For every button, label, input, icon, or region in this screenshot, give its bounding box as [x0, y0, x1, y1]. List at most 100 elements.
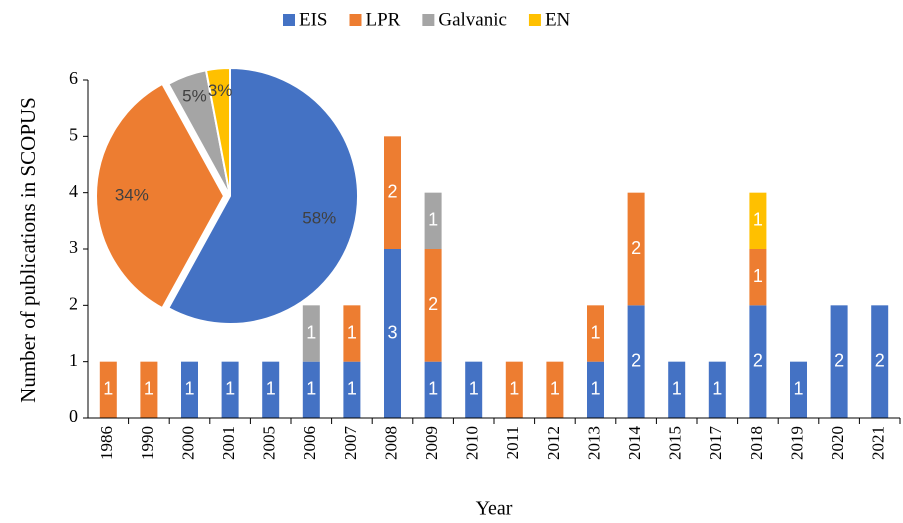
bar-segment — [140, 361, 158, 418]
x-tick-label: 2011 — [503, 426, 522, 459]
data-label: 3 — [387, 322, 397, 342]
y-tick-label: 6 — [69, 68, 78, 88]
bar-segment — [221, 361, 239, 418]
y-tick-label: 3 — [69, 237, 78, 257]
x-tick-label: 2001 — [219, 426, 238, 460]
legend-label: LPR — [366, 9, 401, 30]
x-axis-title: Year — [476, 498, 513, 520]
bar-segment — [424, 361, 442, 418]
bar-segment — [627, 192, 645, 306]
y-tick-label: 0 — [69, 406, 78, 426]
legend-label: EN — [545, 9, 571, 30]
data-label: 1 — [672, 379, 682, 399]
data-label: 2 — [631, 238, 641, 258]
data-label: 1 — [225, 379, 235, 399]
y-tick-label: 5 — [69, 124, 78, 144]
data-label: 1 — [590, 379, 600, 399]
bar-segment — [830, 305, 848, 418]
data-label: 1 — [144, 379, 154, 399]
x-tick-label: 2018 — [747, 426, 766, 460]
pie-slice — [166, 66, 359, 325]
x-tick-label: 2000 — [178, 426, 197, 460]
bar-segment — [343, 361, 361, 418]
data-label: 2 — [753, 350, 763, 370]
data-label: 1 — [550, 379, 560, 399]
pie-label: 34% — [115, 185, 149, 204]
data-label: 1 — [753, 210, 763, 230]
bar-segment — [668, 361, 686, 418]
x-tick-label: 2005 — [260, 426, 279, 460]
pie-label: 3% — [208, 81, 233, 100]
data-label: 1 — [753, 266, 763, 286]
bar-segment — [343, 305, 361, 362]
x-tick-label: 2017 — [706, 426, 725, 461]
bar-segment — [587, 361, 604, 418]
data-label: 2 — [631, 350, 641, 370]
x-tick-label: 2009 — [422, 426, 441, 460]
y-tick-label: 4 — [69, 181, 78, 201]
pie-label: 58% — [302, 208, 336, 227]
bar-segment — [424, 192, 442, 249]
bar-segment — [587, 305, 604, 362]
bar-segment — [424, 249, 442, 362]
x-tick-label: 2015 — [666, 426, 685, 460]
data-label: 1 — [590, 322, 600, 342]
data-label: 1 — [347, 379, 357, 399]
x-tick-label: 2014 — [625, 426, 644, 461]
legend-label: EIS — [299, 9, 328, 30]
data-label: 1 — [793, 379, 803, 399]
bar-segment — [505, 361, 523, 418]
pie-slice — [204, 66, 231, 197]
data-label: 1 — [712, 379, 722, 399]
bar-segment — [749, 249, 767, 306]
y-tick-label: 2 — [69, 293, 78, 313]
legend-label: Galvanic — [438, 9, 507, 30]
y-axis-title: Number of publications in SCOPUS — [16, 97, 40, 403]
bar-segment — [262, 361, 280, 418]
data-label: 1 — [266, 379, 276, 399]
bar-segment — [302, 361, 320, 418]
data-label: 1 — [469, 379, 479, 399]
bar-segment — [749, 305, 767, 418]
bar-segment — [790, 361, 807, 418]
x-tick-label: 2020 — [828, 426, 847, 460]
legend-swatch — [283, 14, 295, 26]
bar-segment — [99, 361, 117, 418]
data-label: 1 — [509, 379, 519, 399]
pie-label: 5% — [182, 87, 207, 106]
bar-segment — [384, 136, 401, 249]
data-label: 2 — [875, 350, 885, 370]
y-tick-label: 1 — [69, 350, 78, 370]
legend-swatch — [528, 14, 541, 26]
x-tick-label: 2012 — [544, 426, 563, 460]
data-label: 1 — [428, 210, 438, 230]
bar-segment — [302, 305, 320, 362]
bar-segment — [749, 192, 767, 249]
data-label: 2 — [387, 181, 397, 201]
data-label: 1 — [184, 379, 194, 399]
x-tick-label: 1990 — [138, 426, 157, 460]
x-tick-label: 2007 — [341, 426, 360, 461]
bar-segment — [384, 249, 401, 418]
bar-segment — [871, 305, 889, 418]
data-label: 1 — [306, 379, 316, 399]
bar-segment — [708, 361, 726, 418]
legend-swatch — [349, 14, 362, 26]
bar-segment — [546, 361, 564, 418]
pie-slice — [95, 82, 226, 310]
bar-segment — [181, 361, 198, 418]
x-tick-label: 2008 — [381, 426, 400, 460]
x-tick-label: 2021 — [869, 426, 888, 460]
x-tick-label: 2006 — [300, 426, 319, 460]
data-label: 1 — [103, 379, 113, 399]
legend-swatch — [422, 14, 435, 26]
x-tick-label: 2010 — [463, 426, 482, 460]
bar-segment — [465, 361, 483, 418]
x-tick-label: 2013 — [584, 426, 603, 460]
data-label: 2 — [834, 350, 844, 370]
bar-segment — [627, 305, 645, 418]
x-tick-label: 1986 — [97, 426, 116, 460]
x-tick-label: 2019 — [787, 426, 806, 460]
data-label: 1 — [428, 379, 438, 399]
